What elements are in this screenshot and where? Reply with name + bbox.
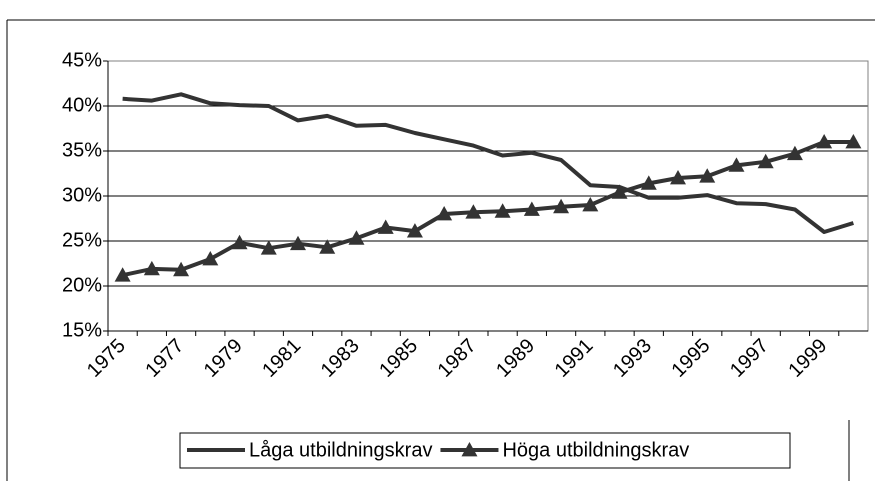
x-tick-label: 1975 [83,335,130,382]
x-tick-label: 1993 [609,335,656,382]
marker [173,261,190,277]
x-tick-label: 1991 [551,335,598,382]
marker [640,175,657,190]
x-tick-label: 1985 [375,335,422,382]
x-tick-label: 1997 [726,335,773,382]
marker [757,153,774,169]
x-tick-label: 1987 [434,335,481,382]
y-tick-label: 25% [62,229,102,251]
y-tick-label: 45% [62,49,102,71]
y-tick-label: 30% [62,184,102,206]
marker [699,168,716,183]
marker [786,145,803,161]
marker [611,184,628,199]
series-line [122,140,854,278]
marker [319,239,336,254]
series-line [122,92,854,234]
marker [465,204,482,219]
marker [523,201,540,216]
marker [143,260,160,276]
legend-label: Låga utbildningskrav [249,439,432,461]
legend-marker [461,442,478,457]
marker [114,267,131,282]
marker [406,223,423,238]
y-tick-label: 35% [62,139,102,161]
y-tick-label: 20% [62,274,102,296]
marker [553,198,570,214]
x-tick-label: 1981 [258,335,305,382]
y-tick-label: 15% [62,319,102,341]
x-tick-label: 1979 [200,335,247,382]
marker [816,134,833,149]
marker [845,134,862,149]
legend: Låga utbildningskrav Höga utbildningskrav [179,432,791,469]
marker [582,197,599,212]
x-tick-label: 1995 [667,335,714,382]
marker [377,219,394,234]
x-tick-label: 1977 [141,335,188,382]
marker [494,203,511,218]
marker [202,251,219,266]
x-tick-label: 1999 [784,335,831,382]
marker [231,234,248,250]
marker [260,240,277,255]
x-tick-label: 1983 [317,335,364,382]
marker [436,206,453,221]
marker [670,170,686,185]
y-tick-label: 40% [62,94,102,116]
marker [290,235,306,251]
marker [728,157,745,172]
marker [348,230,365,245]
x-tick-label: 1989 [492,335,539,382]
legend-label: Höga utbildningskrav [502,439,689,461]
